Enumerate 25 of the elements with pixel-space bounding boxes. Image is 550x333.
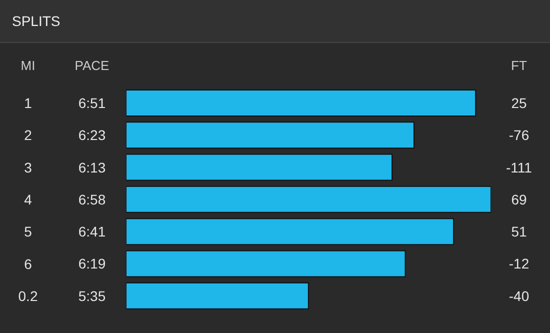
text: -40 (508, 288, 530, 304)
data-label: 6:41 (78, 224, 106, 240)
text: -12 (508, 256, 530, 272)
y-tick-label: 5 (24, 224, 32, 240)
data-label: 6:58 (78, 191, 106, 208)
data-label: 5:35 (78, 288, 106, 304)
text: -76 (508, 127, 530, 144)
text: FT (510, 58, 528, 73)
data-label: 6:23 (78, 127, 106, 144)
y-tick-label: 2 (24, 127, 32, 144)
y-axis-title: MI (20, 58, 36, 73)
data-label: 6:13 (78, 159, 106, 176)
text: -111 (506, 159, 532, 176)
data-label: 6:51 (78, 95, 106, 111)
text: 69 (511, 191, 527, 208)
chart-title: SPLITS (0, 0, 550, 43)
y-tick-label: 4 (24, 192, 32, 208)
y-tick-label: 3 (24, 159, 32, 176)
text: 51 (511, 224, 527, 240)
y-tick-label: 0.2 (18, 288, 38, 304)
text: PACE (74, 58, 110, 73)
data-label: 6:19 (78, 256, 106, 272)
y-tick-label: 6 (24, 256, 32, 272)
text: 25 (511, 95, 527, 111)
y-tick-label: 1 (24, 95, 32, 112)
